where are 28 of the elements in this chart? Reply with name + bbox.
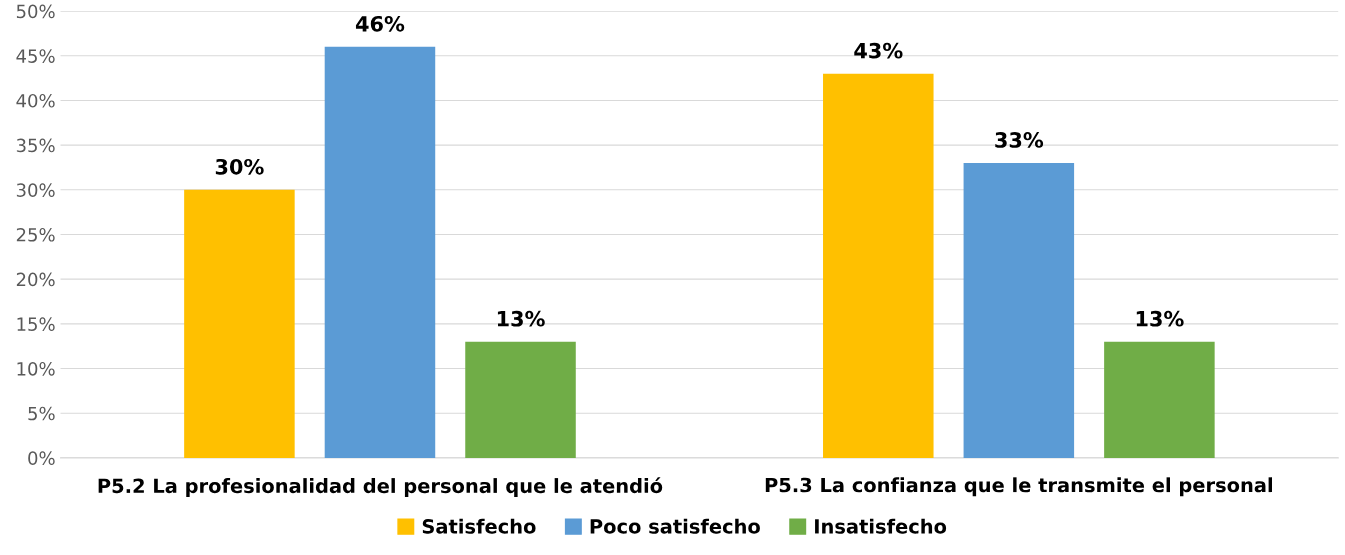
y-tick-label: 5%: [28, 406, 55, 421]
y-tick-label: 0%: [28, 451, 55, 465]
data-label: 46%: [355, 15, 405, 32]
y-tick-label: 50%: [16, 4, 55, 19]
y-tick-label: 35%: [16, 138, 55, 153]
bar: [465, 341, 576, 458]
bar: [1104, 341, 1215, 458]
y-tick-label: 15%: [17, 317, 55, 331]
bar: [823, 73, 934, 458]
y-tick-label: 40%: [16, 93, 55, 108]
data-label: 30%: [215, 158, 264, 175]
legend-label: Insatisfecho: [815, 518, 947, 534]
legend-label: Satisfecho: [422, 518, 536, 534]
data-label: 13%: [1136, 310, 1184, 327]
bar: [963, 163, 1075, 458]
y-tick-label: 10%: [17, 361, 55, 376]
data-label: 13%: [497, 310, 545, 327]
bar: [184, 189, 295, 458]
bar: [324, 46, 436, 458]
data-label: 43%: [854, 42, 903, 59]
data-label: 33%: [995, 132, 1044, 148]
legend-label: Poco satisfecho: [590, 518, 760, 534]
y-tick-label: 25%: [16, 227, 55, 242]
y-tick-label: 30%: [16, 183, 55, 197]
x-tick-label: P5.3 La confianza que le transmite el personal: [765, 477, 1272, 497]
y-tick-label: 20%: [16, 272, 55, 287]
x-tick-label: P5.2 La profesionalidad del personal que le atendió: [98, 477, 663, 497]
y-tick-label: 45%: [16, 49, 55, 63]
